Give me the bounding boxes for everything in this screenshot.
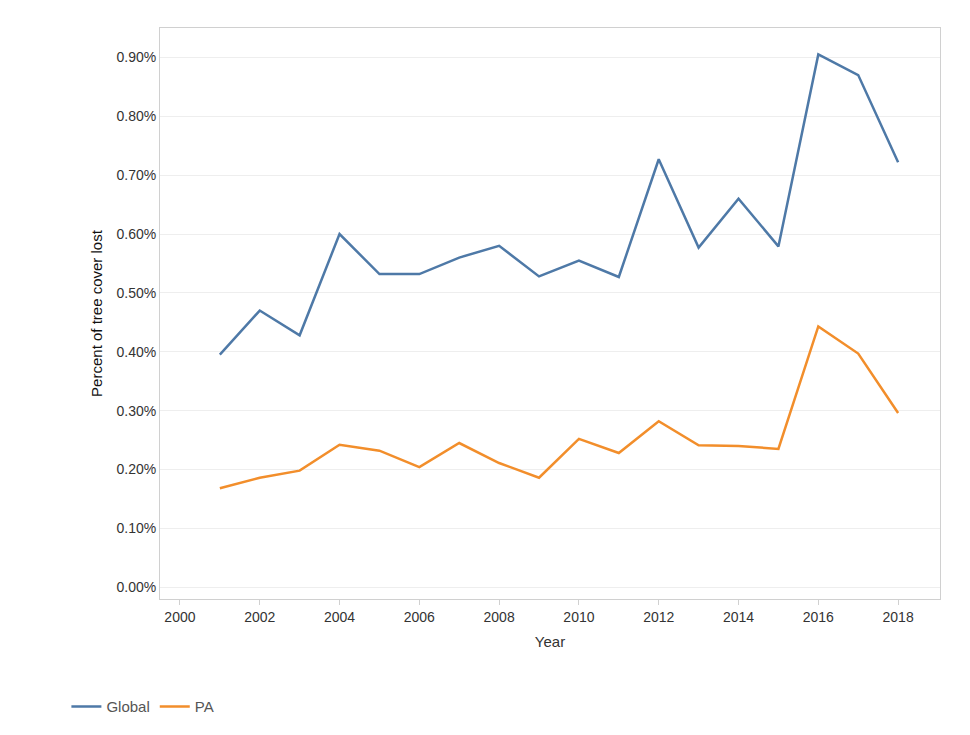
svg-text:2016: 2016	[803, 609, 834, 625]
svg-text:PA: PA	[195, 698, 214, 715]
svg-text:0.80%: 0.80%	[116, 108, 156, 124]
svg-text:0.70%: 0.70%	[116, 167, 156, 183]
svg-text:0.50%: 0.50%	[116, 285, 156, 301]
svg-text:0.10%: 0.10%	[116, 520, 156, 536]
svg-text:2008: 2008	[484, 609, 515, 625]
svg-text:2010: 2010	[563, 609, 594, 625]
svg-text:Percent of tree cover lost: Percent of tree cover lost	[88, 229, 105, 397]
svg-text:0.20%: 0.20%	[116, 461, 156, 477]
svg-text:0.30%: 0.30%	[116, 403, 156, 419]
svg-text:0.90%: 0.90%	[116, 49, 156, 65]
svg-text:2004: 2004	[324, 609, 355, 625]
svg-text:2014: 2014	[723, 609, 754, 625]
svg-text:2000: 2000	[164, 609, 195, 625]
svg-text:Year: Year	[535, 633, 565, 650]
svg-text:0.40%: 0.40%	[116, 344, 156, 360]
svg-text:2012: 2012	[643, 609, 674, 625]
svg-text:0.00%: 0.00%	[116, 579, 156, 595]
svg-text:0.60%: 0.60%	[116, 226, 156, 242]
svg-text:2006: 2006	[404, 609, 435, 625]
svg-text:2002: 2002	[244, 609, 275, 625]
svg-text:Global: Global	[106, 698, 149, 715]
svg-text:2018: 2018	[883, 609, 914, 625]
